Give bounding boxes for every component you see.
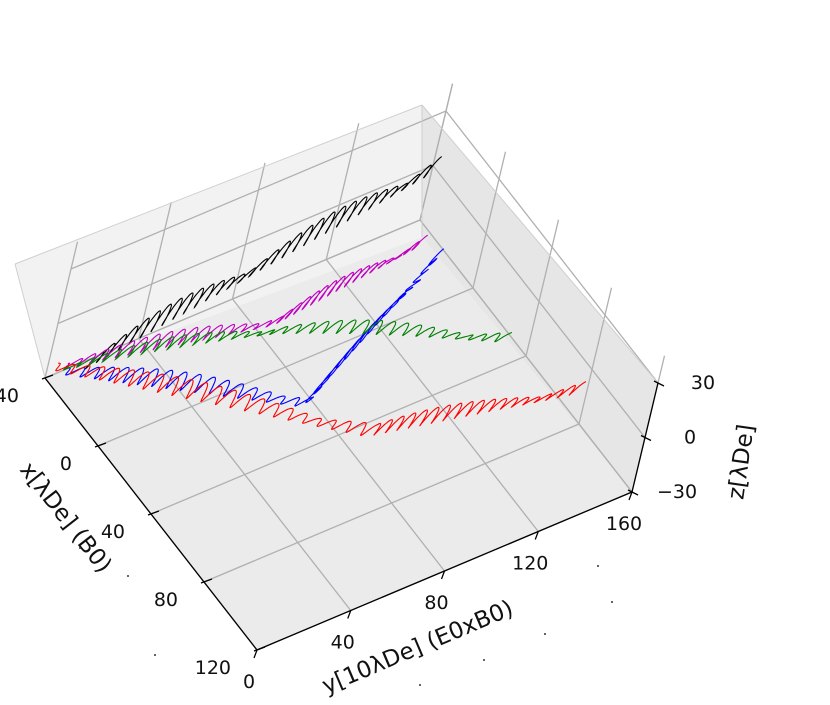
grid-line-backwall-z: [44, 219, 421, 379]
grid-line-backwall-y: [44, 241, 79, 379]
grid-line-rightwall-z: [432, 165, 646, 438]
grid-line-backwall-z: [57, 164, 434, 325]
grid-line-backwall-y: [325, 123, 360, 260]
y-tick-label: 80: [424, 592, 448, 614]
y-tick-mark: [628, 491, 633, 501]
series-group: [55, 156, 587, 437]
series-line-1: [63, 234, 428, 369]
dotted-guides: [79, 547, 613, 686]
grid-line-floor-y: [231, 298, 446, 572]
series-line-3: [62, 319, 513, 371]
x-tick-mark: [253, 646, 266, 652]
grid-line-rightwall-x: [525, 219, 560, 357]
y-tick-mark: [253, 649, 258, 659]
back-wall-pane: [15, 105, 422, 378]
grid-line-rightwall-z: [419, 219, 633, 493]
x-tick-label: 40: [101, 521, 125, 543]
z-tick-label: 30: [691, 372, 715, 394]
grid-line-floor-y: [325, 259, 539, 532]
z-tick-label: −30: [657, 481, 697, 503]
y-tick-label: 160: [606, 513, 642, 535]
y-tick-label: 0: [243, 671, 255, 693]
grid-line-rightwall-x: [578, 287, 613, 425]
y-tick-mark: [534, 531, 539, 540]
left-wall-edge-vertical: [14, 263, 46, 379]
x-tick-label: 0: [60, 453, 72, 475]
x-axis-label: x[λDe] (B0): [14, 457, 116, 578]
x-tick-mark: [200, 578, 213, 584]
grid-line-rightwall-x: [419, 83, 454, 221]
back-wall-edge-top: [14, 104, 423, 265]
series-line-4: [55, 362, 587, 437]
grid-lines: [44, 83, 666, 651]
x-tick-label: 80: [154, 589, 178, 611]
grid-line-rightwall-x: [472, 151, 507, 289]
z-tick-mark: [653, 380, 665, 387]
grid-line-backwall-y: [231, 162, 266, 300]
grid-line-rightwall-z: [445, 110, 659, 384]
x-tick-label: 120: [195, 657, 231, 679]
right-wall-edge-top: [421, 104, 659, 384]
x-tick-label: −40: [0, 385, 19, 407]
x-tick-mark: [94, 442, 107, 448]
z-tick-mark: [640, 434, 652, 442]
series-line-2: [65, 248, 445, 407]
grid-line-backwall-y: [138, 202, 172, 339]
z-axis-label: z[λDe]: [723, 423, 759, 501]
series-line-0: [83, 156, 443, 371]
y-tick-label: 40: [331, 632, 355, 654]
y-tick-mark: [347, 610, 352, 619]
x-tick-mark: [41, 374, 54, 380]
y-tick-mark: [440, 570, 446, 580]
ticks-group: −40 0 40 80 120 0 40 80 120 160 −30 0 30: [0, 372, 715, 693]
grid-line-backwall-z: [70, 110, 447, 270]
z-tick-label: 0: [684, 427, 696, 449]
z-tick-mark: [627, 489, 639, 496]
x-tick-mark: [147, 510, 160, 516]
grid-line-floor-y: [138, 338, 352, 611]
y-tick-label: 120: [512, 553, 548, 575]
